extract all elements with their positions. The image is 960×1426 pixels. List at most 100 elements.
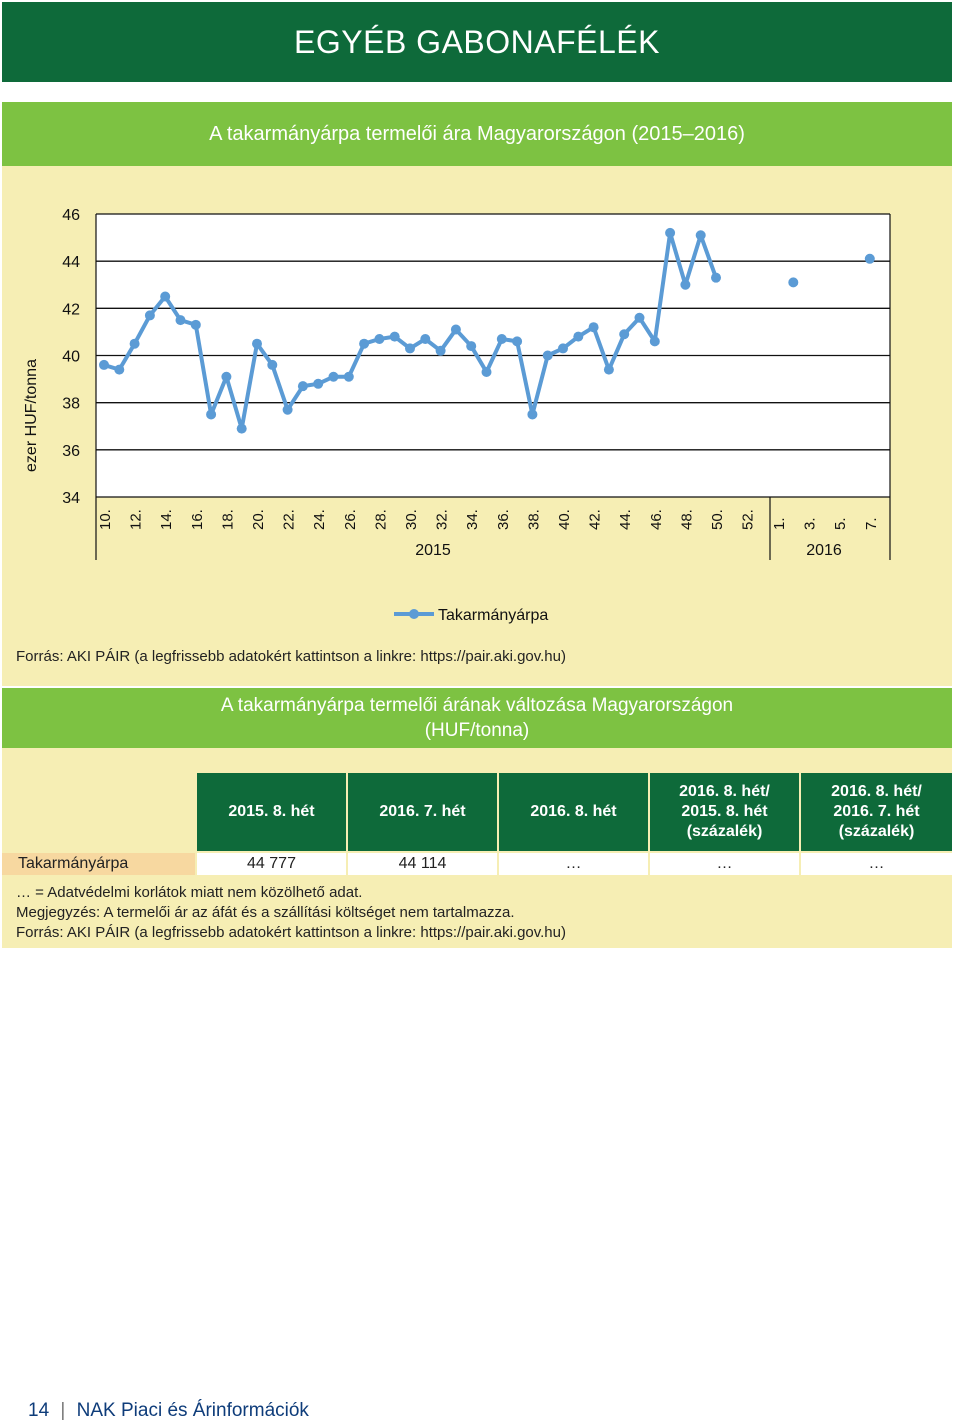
- data-point: [99, 359, 109, 370]
- x-tick-label: 18.: [219, 509, 236, 530]
- year-label-2015: 2015: [415, 542, 451, 559]
- x-tick-label: 38.: [525, 509, 542, 530]
- data-point: [267, 359, 278, 370]
- header-text: (százalék): [686, 823, 763, 840]
- legend-label: Takarmányárpa: [438, 607, 548, 624]
- x-tick-label: 42.: [587, 509, 604, 530]
- x-tick-label: 44.: [617, 509, 634, 530]
- x-tick-label: 48.: [678, 509, 695, 530]
- data-point: [175, 315, 186, 326]
- x-tick-label: 22.: [281, 509, 298, 530]
- data-point: [160, 291, 171, 302]
- y-tick-label: 34: [62, 490, 80, 507]
- data-point: [512, 336, 523, 347]
- data-point: [649, 336, 660, 347]
- data-point: [864, 253, 875, 264]
- year-label-2016: 2016: [806, 542, 842, 559]
- page-number: 14: [28, 1400, 50, 1421]
- table-header-cell: 2015. 8. hét: [197, 773, 346, 851]
- header-text: 2016. 7. hét: [833, 803, 920, 820]
- data-point: [190, 319, 201, 330]
- data-point: [680, 279, 691, 290]
- data-point: [221, 371, 232, 382]
- x-tick-label: 24.: [311, 509, 328, 530]
- table-note-source[interactable]: Forrás: AKI PÁIR (a legfrissebb adatokér…: [16, 924, 566, 941]
- x-tick-label: 20.: [250, 509, 267, 530]
- data-point: [435, 345, 446, 356]
- y-axis-label: ezer HUF/tonna: [23, 359, 40, 472]
- data-point: [282, 404, 293, 415]
- table-header-cell: 2016. 8. hét/ 2016. 7. hét (százalék): [801, 773, 952, 851]
- data-point: [236, 423, 247, 434]
- data-point: [573, 331, 584, 342]
- x-tick-label: 5.: [832, 517, 849, 530]
- data-point: [527, 409, 538, 420]
- table-cell: …: [499, 853, 648, 875]
- x-tick-label: 16.: [189, 509, 206, 530]
- page-footer: 14 | NAK Piaci és Árinformációk: [28, 1400, 309, 1422]
- data-point: [420, 333, 431, 344]
- data-point: [450, 324, 461, 335]
- table-cell: 44 777: [197, 853, 346, 875]
- table-header-cell: 2016. 8. hét/ 2015. 8. hét (százalék): [650, 773, 799, 851]
- table-cell: 44 114: [348, 853, 497, 875]
- data-point: [405, 343, 415, 354]
- x-tick-label: 3.: [802, 517, 819, 530]
- publication-name: NAK Piaci és Árinformációk: [76, 1400, 309, 1421]
- data-point: [252, 338, 262, 349]
- table-title-line-1: A takarmányárpa termelői árának változás…: [220, 695, 734, 716]
- data-point: [328, 371, 339, 382]
- data-point: [634, 312, 645, 323]
- y-tick-label: 36: [62, 443, 80, 460]
- chart-title: A takarmányárpa termelői ára Magyarorszá…: [209, 122, 745, 145]
- chart-title-bar: A takarmányárpa termelői ára Magyarorszá…: [2, 102, 952, 166]
- y-tick-label: 40: [62, 349, 80, 366]
- footer-separator: |: [60, 1400, 66, 1421]
- x-tick-label: 12.: [128, 509, 145, 530]
- header-text: 2015. 8. hét: [228, 803, 315, 820]
- data-point: [558, 343, 568, 354]
- header-text: 2016. 8. hét/: [679, 783, 770, 800]
- table-note-confidential: … = Adatvédelmi korlátok miatt nem közöl…: [16, 884, 363, 901]
- x-tick-label: 10.: [97, 509, 114, 530]
- x-tick-label: 30.: [403, 509, 420, 530]
- x-tick-label: 32.: [434, 509, 451, 530]
- data-point: [389, 331, 400, 342]
- data-point: [206, 409, 217, 420]
- page-banner: EGYÉB GABONAFÉLÉK: [2, 2, 952, 82]
- table-title-line-2: (HUF/tonna): [424, 720, 530, 741]
- header-text: 2016. 8. hét/: [831, 783, 922, 800]
- data-point: [603, 364, 614, 375]
- y-tick-label: 46: [62, 207, 80, 224]
- legend-marker: [409, 609, 419, 619]
- chart-source-note[interactable]: Forrás: AKI PÁIR (a legfrissebb adatokér…: [16, 648, 566, 665]
- data-point: [588, 322, 599, 333]
- header-text: 2015. 8. hét: [681, 803, 768, 820]
- table-header-cell: 2016. 8. hét: [499, 773, 648, 851]
- y-tick-label: 42: [62, 301, 80, 318]
- x-tick-label: 52.: [740, 509, 757, 530]
- data-point: [144, 310, 155, 321]
- x-tick-label: 46.: [648, 509, 665, 530]
- table-note-remark: Megjegyzés: A termelői ár az áfát és a s…: [16, 904, 515, 921]
- header-text: (százalék): [838, 823, 915, 840]
- x-tick-label: 1.: [771, 517, 788, 530]
- data-point: [481, 367, 492, 378]
- data-point: [665, 227, 676, 238]
- table-header-cell: 2016. 7. hét: [348, 773, 497, 851]
- data-point: [359, 338, 370, 349]
- data-point: [313, 378, 324, 389]
- data-point: [788, 277, 799, 288]
- table-cell: …: [801, 853, 952, 875]
- table-row-label: Takarmányárpa: [2, 853, 195, 875]
- table-cell: …: [650, 853, 799, 875]
- data-point: [711, 272, 721, 283]
- x-tick-label: 36.: [495, 509, 512, 530]
- y-tick-label: 38: [62, 396, 80, 413]
- table-title-bar: A takarmányárpa termelői árának változás…: [2, 688, 952, 748]
- data-point: [496, 333, 507, 344]
- data-point: [114, 364, 125, 375]
- data-point: [374, 333, 385, 344]
- data-point: [695, 230, 706, 241]
- x-tick-label: 26.: [342, 509, 359, 530]
